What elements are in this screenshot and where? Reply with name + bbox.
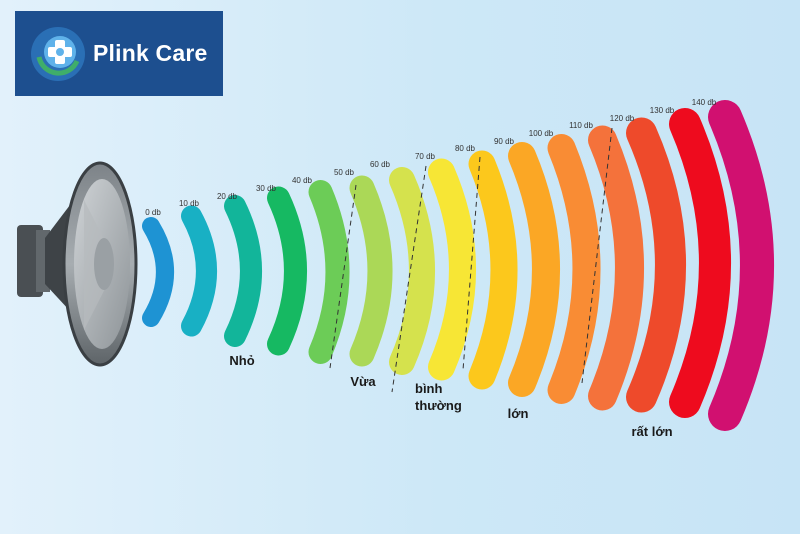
divider-line <box>581 127 613 384</box>
category-label-lon: lớn <box>508 406 529 421</box>
medical-cross-circle-icon <box>31 26 85 81</box>
wave-band <box>389 167 435 375</box>
wave-band <box>267 186 307 356</box>
db-label: 110 db <box>569 121 593 130</box>
db-label: 80 db <box>455 144 476 153</box>
category-label-vua: Vừa <box>350 374 376 389</box>
db-label: 50 db <box>334 168 355 177</box>
db-label: 40 db <box>292 176 313 185</box>
decibel-labels: 0 db 10 db 20 db 30 db 40 db 50 db 60 db 70 db 8… <box>145 98 717 217</box>
divider-line <box>391 165 427 393</box>
db-label: 0 db <box>145 208 161 217</box>
db-label: 20 db <box>217 192 238 201</box>
db-label: 60 db <box>370 160 391 169</box>
db-label: 100 db <box>529 129 554 138</box>
wave-band <box>508 142 560 397</box>
wave-band <box>349 175 393 367</box>
db-label: 10 db <box>179 199 200 208</box>
category-label-binh: bình thường <box>415 381 462 413</box>
brand-logo: Plink Care <box>15 11 223 96</box>
wave-band <box>626 117 686 413</box>
category-label-nho: Nhỏ <box>229 353 254 368</box>
db-label: 140 db <box>692 98 717 107</box>
db-label: 130 db <box>650 106 675 115</box>
wave-band <box>308 180 350 364</box>
db-label: 30 db <box>256 184 277 193</box>
brand-name: Plink Care <box>93 40 208 66</box>
category-labels: Nhỏ Vừa bình thường lớn rất lớn <box>229 353 672 439</box>
wave-band <box>588 125 644 411</box>
category-label-rat-lon: rất lớn <box>631 424 672 439</box>
db-label: 120 db <box>610 114 635 123</box>
category-dividers <box>329 127 613 393</box>
loudspeaker-icon <box>17 161 138 367</box>
db-label: 90 db <box>494 137 515 146</box>
sound-wave-bands <box>142 100 774 431</box>
db-label: 70 db <box>415 152 436 161</box>
divider-line <box>329 184 357 369</box>
wave-band <box>428 158 476 381</box>
wave-band <box>468 150 518 390</box>
wave-band <box>224 195 262 347</box>
wave-band <box>181 205 217 337</box>
wave-band <box>669 108 731 418</box>
wave-band <box>142 217 174 327</box>
wave-band <box>547 134 601 404</box>
wave-band <box>708 100 774 431</box>
